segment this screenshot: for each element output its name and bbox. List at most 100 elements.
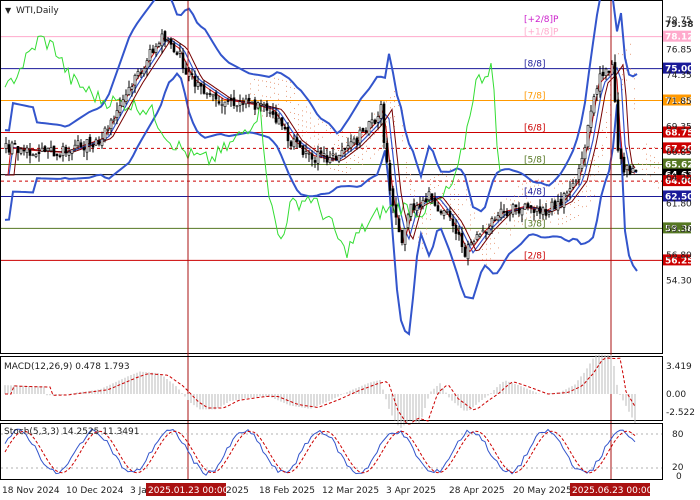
cloud-dot bbox=[422, 232, 423, 234]
price-scale-label: 76.85 bbox=[666, 46, 692, 56]
stoch-pane[interactable]: Stoch(5,3,3) 14.2525 11.3491 80 20 0 bbox=[0, 423, 684, 483]
macd-pane[interactable]: MACD(12,26,9) 0.478 1.793 3.419 0.00 -2.… bbox=[0, 354, 696, 428]
cloud-dot bbox=[554, 187, 555, 189]
cloud-dot bbox=[550, 201, 551, 203]
cloud-dot bbox=[334, 153, 335, 155]
cloud-dot bbox=[530, 201, 531, 203]
cloud-dot bbox=[474, 212, 475, 214]
candle-body bbox=[451, 218, 455, 227]
candle-body bbox=[226, 100, 230, 102]
cloud-dot bbox=[494, 212, 495, 214]
candle-body bbox=[322, 153, 326, 156]
cloud-dot bbox=[286, 80, 287, 82]
cloud-dot bbox=[258, 84, 259, 86]
candle-body bbox=[43, 146, 47, 152]
cloud-dot bbox=[622, 64, 623, 66]
cloud-dot bbox=[450, 168, 451, 170]
cloud-dot bbox=[330, 127, 331, 129]
candle-body bbox=[241, 103, 245, 105]
candle-body bbox=[517, 207, 521, 214]
candle-body bbox=[208, 93, 212, 95]
candle-body bbox=[415, 205, 419, 212]
cloud-dot bbox=[310, 147, 311, 149]
cloud-dot bbox=[442, 202, 443, 204]
cloud-dot bbox=[590, 170, 591, 172]
cloud-dot bbox=[590, 195, 591, 197]
cloud-dot bbox=[334, 148, 335, 150]
cloud-dot bbox=[570, 204, 571, 206]
cloud-dot bbox=[446, 180, 447, 182]
cloud-dot bbox=[598, 181, 599, 183]
price-badge-text: 62.50 bbox=[665, 192, 693, 202]
candle-body bbox=[487, 228, 491, 235]
candle-body bbox=[601, 71, 605, 77]
cloud-dot bbox=[462, 224, 463, 226]
cloud-dot bbox=[582, 191, 583, 193]
cloud-dot bbox=[374, 133, 375, 135]
candle-body bbox=[337, 155, 341, 162]
cloud-dot bbox=[522, 183, 523, 185]
cloud-dot bbox=[406, 147, 407, 149]
murrey-level-label: [4/8] bbox=[524, 187, 546, 197]
cloud-dot bbox=[394, 101, 395, 103]
cloud-dot bbox=[306, 121, 307, 123]
cloud-dot bbox=[382, 130, 383, 132]
cloud-dot bbox=[514, 200, 515, 202]
cloud-dot bbox=[338, 134, 339, 136]
cloud-dot bbox=[298, 119, 299, 121]
cloud-dot bbox=[574, 177, 575, 179]
time-axis[interactable]: 18 Nov 2024 10 Dec 2024 3 Ja 2025.01.23 … bbox=[2, 483, 653, 496]
cloud-dot bbox=[454, 188, 455, 190]
cloud-dot bbox=[314, 145, 315, 147]
main-price-pane[interactable]: [+2/8]P 79.38 [+1/8]P 78.12 [8/8] 75.00 [7/8] 7… bbox=[0, 0, 694, 480]
candle-body bbox=[316, 151, 320, 164]
cloud-dot bbox=[282, 79, 283, 81]
candle-body bbox=[190, 73, 194, 75]
candle-body bbox=[457, 231, 461, 235]
cloud-dot bbox=[490, 238, 491, 240]
cloud-dot bbox=[334, 168, 335, 170]
candle-body bbox=[634, 169, 638, 172]
cloud-dot bbox=[594, 159, 595, 161]
cloud-dot bbox=[534, 185, 535, 187]
cloud-dot bbox=[534, 220, 535, 222]
price-scale-label: 61.80 bbox=[666, 200, 692, 210]
cloud-dot bbox=[530, 181, 531, 183]
candle-body bbox=[142, 68, 146, 75]
candle-body bbox=[88, 136, 92, 145]
cloud-dot bbox=[290, 86, 291, 88]
candle-body bbox=[382, 103, 386, 143]
candle-body bbox=[394, 204, 398, 218]
cloud-dot bbox=[410, 193, 411, 195]
cloud-dot bbox=[602, 154, 603, 156]
price-badge-text: 75.00 bbox=[665, 65, 693, 75]
candle-body bbox=[355, 137, 359, 145]
candle-body bbox=[445, 211, 449, 213]
cloud-dot bbox=[526, 197, 527, 199]
cloud-dot bbox=[570, 214, 571, 216]
cloud-dot bbox=[642, 178, 643, 180]
cloud-dot bbox=[510, 199, 511, 201]
cloud-dot bbox=[338, 149, 339, 151]
price-scale[interactable]: 79.75 76.85 74.35 71.85 69.35 66.85 64.35 61.80… bbox=[666, 16, 692, 286]
cloud-dot bbox=[358, 131, 359, 133]
cloud-dot bbox=[302, 135, 303, 137]
cloud-dot bbox=[442, 207, 443, 209]
cloud-dot bbox=[298, 124, 299, 126]
cloud-dot bbox=[578, 204, 579, 206]
murrey-level-label: [8/8] bbox=[524, 60, 546, 70]
cloud-dot bbox=[494, 237, 495, 239]
cloud-dot bbox=[362, 133, 363, 135]
candle-body bbox=[508, 212, 512, 214]
cloud-dot bbox=[374, 148, 375, 150]
cloud-dot bbox=[334, 143, 335, 145]
candle-body bbox=[247, 97, 251, 102]
time-label: 3 Apr 2025 bbox=[386, 486, 436, 496]
candle-body bbox=[460, 233, 464, 248]
cloud-dot bbox=[526, 217, 527, 219]
cloud-dot bbox=[390, 102, 391, 104]
candle-body bbox=[100, 138, 104, 146]
candle-body bbox=[313, 160, 317, 163]
cloud-dot bbox=[594, 174, 595, 176]
